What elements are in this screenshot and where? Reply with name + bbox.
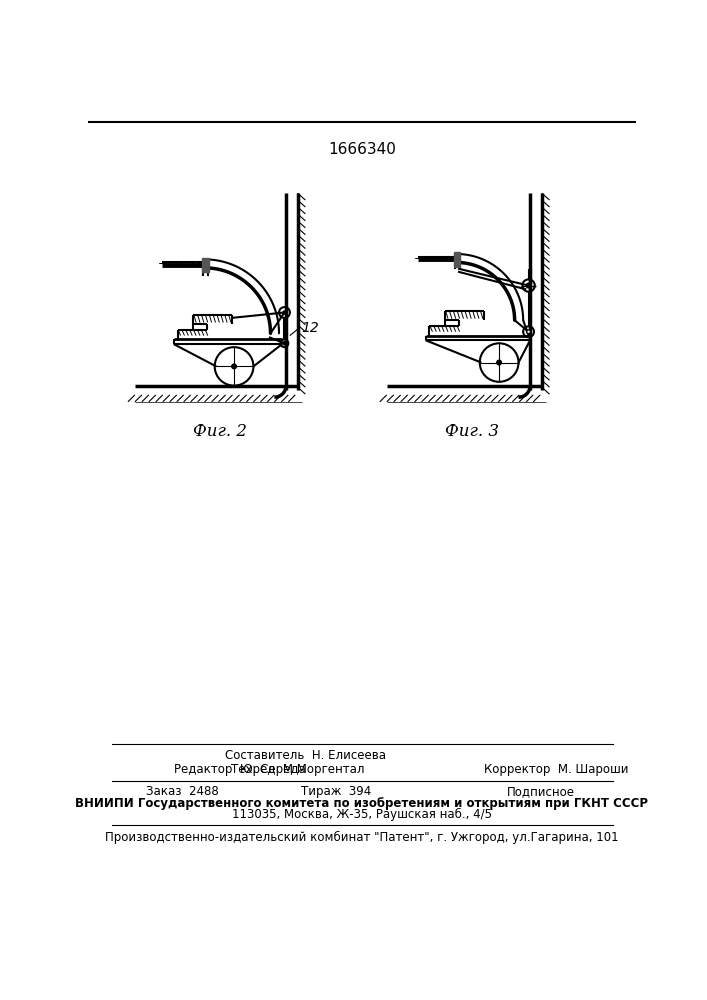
- Bar: [454, 252, 460, 267]
- Text: Составитель  Н. Елисеева: Составитель Н. Елисеева: [225, 749, 386, 762]
- Text: 113035, Москва, Ж-35, Раушская наб., 4/5: 113035, Москва, Ж-35, Раушская наб., 4/5: [232, 808, 492, 821]
- Text: Техред  М.Моргентал: Техред М.Моргентал: [231, 763, 364, 776]
- Text: Редактор  Ю. Середа: Редактор Ю. Середа: [174, 763, 305, 776]
- Text: ВНИИПИ Государственного комитета по изобретениям и открытиям при ГКНТ СССР: ВНИИПИ Государственного комитета по изоб…: [76, 797, 648, 810]
- Text: Подписное: Подписное: [507, 785, 575, 798]
- Circle shape: [232, 364, 236, 369]
- Text: Корректор  М. Шароши: Корректор М. Шароши: [484, 763, 628, 776]
- Text: Производственно-издательский комбинат "Патент", г. Ужгород, ул.Гагарина, 101: Производственно-издательский комбинат "П…: [105, 831, 619, 844]
- Text: Фиг. 3: Фиг. 3: [445, 423, 499, 440]
- Circle shape: [526, 283, 531, 288]
- Circle shape: [283, 311, 286, 314]
- Text: 12: 12: [301, 321, 320, 335]
- Text: Фиг. 2: Фиг. 2: [193, 423, 247, 440]
- Text: Заказ  2488: Заказ 2488: [146, 785, 219, 798]
- Circle shape: [283, 342, 286, 345]
- Circle shape: [527, 330, 530, 334]
- Bar: [202, 258, 209, 272]
- Text: 1666340: 1666340: [328, 142, 396, 157]
- Text: Тираж  394: Тираж 394: [301, 785, 371, 798]
- Circle shape: [497, 360, 501, 365]
